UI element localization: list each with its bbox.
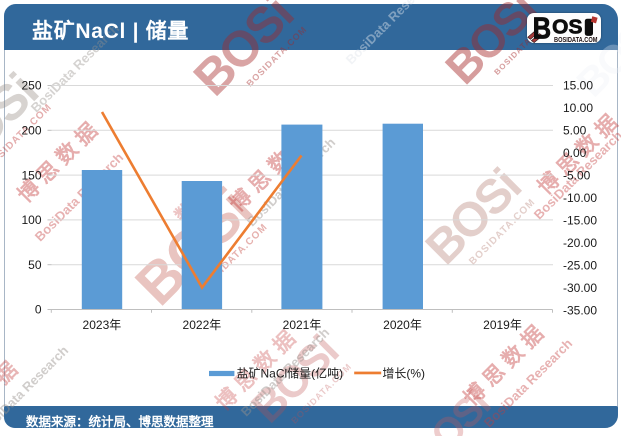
svg-text:10.00: 10.00 xyxy=(563,101,593,115)
svg-text:5.00: 5.00 xyxy=(563,124,587,138)
svg-text:-15.00: -15.00 xyxy=(563,214,597,228)
svg-text:盐矿NaCl储量(亿吨): 盐矿NaCl储量(亿吨) xyxy=(237,366,344,381)
svg-text:-25.00: -25.00 xyxy=(563,258,597,272)
svg-text:2021年: 2021年 xyxy=(283,318,322,332)
svg-text:2020年: 2020年 xyxy=(383,318,422,332)
svg-text:0.00: 0.00 xyxy=(563,146,587,160)
svg-text:BOSIDATA.COM: BOSIDATA.COM xyxy=(554,37,598,43)
svg-text:-5.00: -5.00 xyxy=(563,169,591,183)
svg-text:-35.00: -35.00 xyxy=(563,303,597,317)
svg-text:15.00: 15.00 xyxy=(563,79,593,93)
svg-text:OS: OS xyxy=(552,15,582,38)
svg-text:增长(%): 增长(%) xyxy=(382,367,425,381)
svg-text:0: 0 xyxy=(35,303,42,317)
svg-text:2022年: 2022年 xyxy=(183,318,222,332)
svg-text:200: 200 xyxy=(21,124,41,138)
svg-text:-10.00: -10.00 xyxy=(563,191,597,205)
svg-text:2019年: 2019年 xyxy=(483,318,522,332)
svg-text:2023年: 2023年 xyxy=(83,318,122,332)
svg-text:250: 250 xyxy=(21,79,41,93)
svg-text:-30.00: -30.00 xyxy=(563,281,597,295)
svg-text:150: 150 xyxy=(21,168,41,182)
svg-text:-20.00: -20.00 xyxy=(563,236,597,250)
svg-text:100: 100 xyxy=(21,213,41,227)
svg-text:B: B xyxy=(532,13,551,43)
svg-text:50: 50 xyxy=(28,258,42,272)
